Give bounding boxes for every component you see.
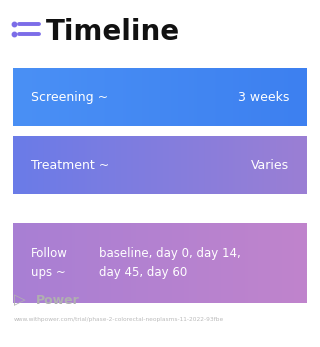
Text: Timeline: Timeline (46, 18, 180, 46)
Text: ▷: ▷ (14, 293, 26, 307)
Text: baseline, day 0, day 14,
day 45, day 60: baseline, day 0, day 14, day 45, day 60 (99, 247, 241, 279)
FancyBboxPatch shape (13, 136, 307, 194)
Text: 3 weeks: 3 weeks (238, 91, 289, 103)
Text: Follow
ups ~: Follow ups ~ (31, 247, 68, 279)
Text: Screening ~: Screening ~ (31, 91, 108, 103)
FancyBboxPatch shape (13, 68, 307, 126)
Text: www.withpower.com/trial/phase-2-colorectal-neoplasms-11-2022-93fbe: www.withpower.com/trial/phase-2-colorect… (14, 318, 224, 322)
Text: Power: Power (36, 294, 80, 306)
Text: Treatment ~: Treatment ~ (31, 159, 109, 171)
Text: Varies: Varies (251, 159, 289, 171)
FancyBboxPatch shape (13, 223, 307, 303)
